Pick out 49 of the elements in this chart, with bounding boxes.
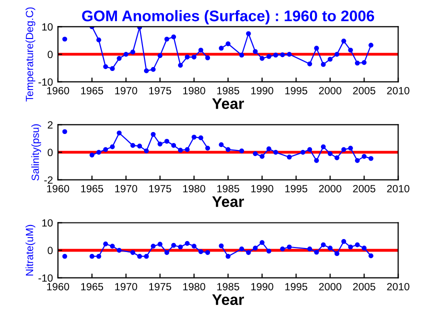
x-tick-label: 1970 bbox=[115, 282, 138, 290]
x-tick-label: 2005 bbox=[353, 86, 376, 94]
y-tick-label: 0 bbox=[48, 50, 53, 58]
x-axis-title: Year bbox=[212, 294, 244, 306]
x-tick-label: 2010 bbox=[387, 86, 410, 94]
x-tick-label: 1980 bbox=[183, 282, 206, 290]
x-tick-label: 1995 bbox=[285, 184, 308, 192]
x-tick-label: 1980 bbox=[183, 86, 206, 94]
x-tick-label: 2000 bbox=[319, 86, 342, 94]
y-tick-label: -10 bbox=[38, 78, 53, 86]
x-tick-label: 1985 bbox=[217, 184, 240, 192]
x-tick-label: 1990 bbox=[251, 86, 274, 94]
x-tick-label: 1985 bbox=[217, 86, 240, 94]
x-tick-label: 1980 bbox=[183, 184, 206, 192]
y-tick-label: -2 bbox=[44, 176, 53, 184]
x-tick-label: 1965 bbox=[81, 282, 104, 290]
x-tick-label: 1990 bbox=[251, 184, 274, 192]
chart-title: GOM Anomolies (Surface) : 1960 to 2006 bbox=[82, 10, 374, 24]
x-tick-label: 2010 bbox=[387, 282, 410, 290]
x-tick-label: 1970 bbox=[115, 184, 138, 192]
x-tick-label: 1965 bbox=[81, 86, 104, 94]
x-tick-label: 1995 bbox=[285, 86, 308, 94]
x-tick-label: 2000 bbox=[319, 282, 342, 290]
x-axis-title: Year bbox=[212, 196, 244, 208]
x-tick-label: 1965 bbox=[81, 184, 104, 192]
y-tick-label: 2 bbox=[48, 121, 53, 129]
x-tick-label: 1990 bbox=[251, 282, 274, 290]
x-tick-label: 1995 bbox=[285, 282, 308, 290]
y-tick-label: 10 bbox=[42, 219, 53, 227]
y-tick-label: 10 bbox=[42, 23, 53, 31]
x-tick-label: 1975 bbox=[149, 86, 172, 94]
y-axis-title: Temperature(Deg.C) bbox=[26, 7, 36, 102]
x-tick-label: 1960 bbox=[47, 86, 70, 94]
x-tick-label: 1960 bbox=[47, 282, 70, 290]
y-axis-title: Salinity(psu) bbox=[31, 124, 42, 180]
x-tick-label: 1975 bbox=[149, 282, 172, 290]
x-tick-label: 1985 bbox=[217, 282, 240, 290]
y-tick-label: -10 bbox=[38, 274, 53, 282]
x-tick-label: 1970 bbox=[115, 86, 138, 94]
x-tick-label: 1975 bbox=[149, 184, 172, 192]
y-tick-label: 0 bbox=[48, 148, 53, 156]
x-tick-label: 2000 bbox=[319, 184, 342, 192]
x-tick-label: 1960 bbox=[47, 184, 70, 192]
x-tick-label: 2005 bbox=[353, 184, 376, 192]
y-axis-title: Nitrate(uM) bbox=[26, 224, 36, 276]
x-axis-title: Year bbox=[212, 98, 244, 110]
x-tick-label: 2005 bbox=[353, 282, 376, 290]
y-tick-label: 0 bbox=[48, 246, 53, 254]
x-tick-label: 2010 bbox=[387, 184, 410, 192]
